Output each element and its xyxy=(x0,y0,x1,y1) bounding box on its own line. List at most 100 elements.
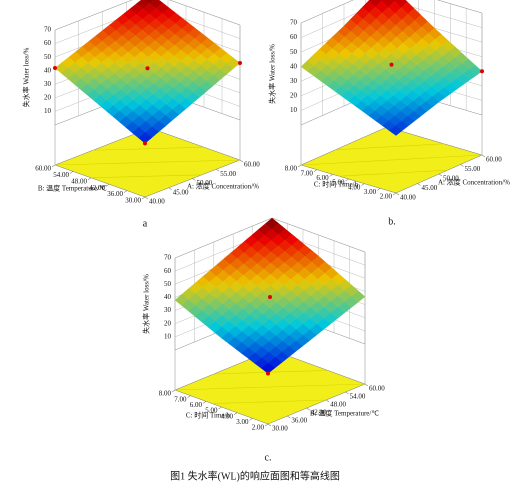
tick-mark xyxy=(395,192,400,196)
z-tick-label: 70 xyxy=(164,254,172,262)
panel: 10 20 30 40 50 60 70 40.00 45.00 50.00 55.00 60.00 3… xyxy=(22,0,260,229)
tick-mark xyxy=(297,164,302,168)
tick-mark xyxy=(144,196,149,200)
x-axis-label: A: 浓度 Concentration/% xyxy=(187,182,259,191)
y-tick-label: 6.00 xyxy=(190,401,203,409)
x-axis-label: B: 温度 Temperature/℃ xyxy=(310,409,379,418)
panel-caption: b. xyxy=(388,216,396,227)
tick-mark xyxy=(141,196,146,200)
tick-mark xyxy=(218,406,222,410)
y-tick-label: 54.00 xyxy=(53,171,69,179)
contour-line xyxy=(212,399,327,404)
surface-patch xyxy=(392,0,396,2)
panel: 10 20 30 40 50 60 70 40.00 45.00 50.00 55.00 60.00 2… xyxy=(268,0,510,227)
tick-mark xyxy=(187,395,191,398)
y-axis-label: B: 温度 Temperature/℃ xyxy=(38,184,107,193)
design-point xyxy=(389,62,394,67)
x-tick-label: 50.00 xyxy=(197,179,213,187)
figure-caption: 图1 失水率(WL)的响应面图和等高线图 xyxy=(170,469,340,482)
z-tick-label: 20 xyxy=(290,91,298,99)
design-point xyxy=(145,66,150,71)
y-tick-label: 30.00 xyxy=(125,197,141,205)
tick-mark xyxy=(171,389,176,393)
x-tick-label: 60.00 xyxy=(244,161,260,169)
tick-mark xyxy=(87,177,92,181)
z-tick-label: 10 xyxy=(44,107,52,115)
z-tick-label: 10 xyxy=(164,332,172,340)
tick-mark xyxy=(438,173,443,177)
y-tick-label: 7.00 xyxy=(301,169,314,177)
tick-mark xyxy=(239,159,244,163)
tick-mark xyxy=(267,423,272,427)
tick-mark xyxy=(168,187,172,190)
grid-line xyxy=(54,0,241,31)
contour-line xyxy=(90,174,203,179)
x-tick-label: 60.00 xyxy=(369,385,385,393)
surface-patch xyxy=(138,132,153,144)
tick-mark xyxy=(51,164,56,168)
surface-patch xyxy=(388,125,403,136)
design-point xyxy=(480,69,484,74)
x-tick-label: 42.00 xyxy=(311,409,327,417)
tick-mark xyxy=(460,164,464,167)
y-tick-label: 4.00 xyxy=(221,412,234,420)
panel-caption: a xyxy=(143,218,148,229)
z-axis-label: 失水率 Water loss/% xyxy=(268,44,277,104)
contour-line xyxy=(338,169,448,177)
y-tick-label: 60.00 xyxy=(35,165,51,173)
z-axis-label: 失水率 Water loss/% xyxy=(142,274,151,334)
y-tick-label: 4.00 xyxy=(348,183,361,191)
y-tick-label: 36.00 xyxy=(107,190,123,198)
tick-mark xyxy=(192,178,196,181)
z-tick-label: 20 xyxy=(44,93,52,101)
tick-mark xyxy=(345,178,349,182)
tick-mark xyxy=(392,192,397,196)
contour-line xyxy=(300,154,483,166)
y-tick-label: 6.00 xyxy=(316,174,329,182)
x-tick-label: 45.00 xyxy=(422,184,438,192)
z-tick-label: 50 xyxy=(164,280,172,288)
y-axis-label: C: 时间 Time/h xyxy=(314,180,359,189)
tick-mark xyxy=(233,412,238,415)
y-tick-label: 2.00 xyxy=(380,193,393,201)
y-tick-label: 2.00 xyxy=(252,424,265,432)
y-tick-label: 5.00 xyxy=(205,407,218,415)
z-tick-label: 60 xyxy=(44,39,52,47)
tick-mark xyxy=(481,154,486,158)
tick-mark xyxy=(123,190,128,193)
tick-mark xyxy=(216,169,220,172)
y-tick-label: 42.00 xyxy=(89,184,105,192)
x-tick-label: 60.00 xyxy=(486,156,502,164)
contour-line xyxy=(335,143,445,151)
z-tick-label: 40 xyxy=(44,66,52,74)
x-tick-label: 45.00 xyxy=(173,188,189,196)
x-tick-label: 54.00 xyxy=(350,393,366,401)
z-tick-label: 40 xyxy=(164,293,172,301)
y-tick-label: 3.00 xyxy=(236,418,249,426)
tick-mark xyxy=(313,169,317,172)
y-tick-label: 7.00 xyxy=(174,395,187,403)
tick-mark xyxy=(377,188,381,191)
z-tick-label: 30 xyxy=(164,306,172,314)
tick-mark xyxy=(345,391,349,395)
tick-mark xyxy=(364,383,369,387)
x-tick-label: 30.00 xyxy=(272,425,288,433)
tick-mark xyxy=(69,171,74,174)
design-point xyxy=(268,295,272,300)
y-tick-label: 3.00 xyxy=(364,188,377,196)
x-tick-label: 40.00 xyxy=(149,198,165,206)
y-tick-label: 5.00 xyxy=(332,179,345,187)
x-tick-label: 55.00 xyxy=(465,165,481,173)
z-tick-label: 20 xyxy=(164,319,172,327)
contour-line xyxy=(92,146,205,151)
tick-mark xyxy=(105,183,110,187)
tick-mark xyxy=(417,183,421,186)
z-tick-label: 70 xyxy=(44,26,52,34)
x-tick-label: 36.00 xyxy=(291,417,307,425)
design-point xyxy=(53,66,57,70)
contour-line xyxy=(54,159,241,166)
y-tick-label: 8.00 xyxy=(285,165,298,173)
tick-mark xyxy=(326,399,330,403)
z-tick-label: 40 xyxy=(290,62,298,70)
